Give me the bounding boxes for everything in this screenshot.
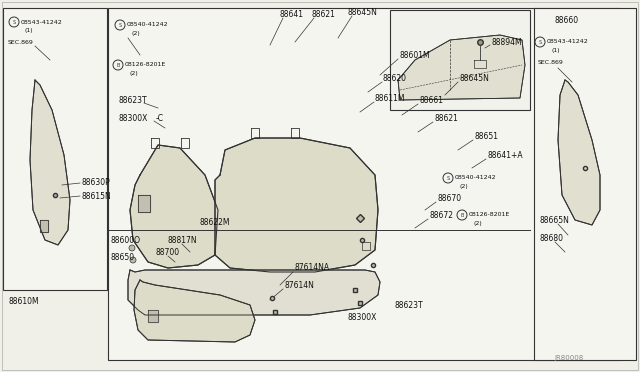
Text: 88700: 88700 bbox=[155, 247, 179, 257]
Text: B: B bbox=[460, 212, 464, 218]
Bar bbox=[390, 10, 530, 110]
Text: S: S bbox=[118, 22, 122, 28]
Text: 88623T: 88623T bbox=[118, 96, 147, 105]
Text: 88645N: 88645N bbox=[460, 74, 490, 83]
Text: 88610M: 88610M bbox=[8, 298, 38, 307]
Polygon shape bbox=[215, 138, 378, 272]
Text: 08540-41242: 08540-41242 bbox=[455, 174, 497, 180]
Text: JR80008: JR80008 bbox=[554, 355, 583, 361]
Text: (2): (2) bbox=[130, 71, 139, 76]
Bar bbox=[108, 8, 620, 360]
Text: 08543-41242: 08543-41242 bbox=[21, 19, 63, 25]
Text: 88621: 88621 bbox=[435, 113, 459, 122]
Text: 88622M: 88622M bbox=[200, 218, 230, 227]
Text: 88665N: 88665N bbox=[540, 215, 570, 224]
Polygon shape bbox=[128, 270, 380, 315]
Text: 88300X: 88300X bbox=[118, 113, 147, 122]
Text: (2): (2) bbox=[460, 183, 468, 189]
Text: 87614NA: 87614NA bbox=[295, 263, 330, 273]
Text: 88641: 88641 bbox=[280, 10, 304, 19]
Text: 08126-8201E: 08126-8201E bbox=[125, 61, 166, 67]
Text: 08540-41242: 08540-41242 bbox=[127, 22, 168, 26]
Text: 88650: 88650 bbox=[110, 253, 134, 263]
Circle shape bbox=[130, 257, 136, 263]
Text: 88620: 88620 bbox=[383, 74, 407, 83]
Text: 88661: 88661 bbox=[420, 96, 444, 105]
Polygon shape bbox=[40, 220, 48, 232]
Text: (2): (2) bbox=[474, 221, 483, 225]
Text: 88641+A: 88641+A bbox=[488, 151, 524, 160]
Text: SEC.869: SEC.869 bbox=[8, 39, 34, 45]
Text: S: S bbox=[538, 39, 541, 45]
Text: 88645N: 88645N bbox=[348, 7, 378, 16]
Polygon shape bbox=[558, 80, 600, 225]
Polygon shape bbox=[138, 195, 150, 212]
Polygon shape bbox=[398, 35, 525, 100]
Bar bbox=[3, 8, 107, 290]
Text: (2): (2) bbox=[132, 31, 141, 35]
Bar bbox=[534, 8, 636, 360]
Polygon shape bbox=[130, 145, 218, 268]
Text: (1): (1) bbox=[24, 28, 33, 32]
Polygon shape bbox=[134, 280, 255, 342]
Text: -C: -C bbox=[156, 113, 164, 122]
Text: 08543-41242: 08543-41242 bbox=[547, 38, 589, 44]
Text: S: S bbox=[12, 19, 15, 25]
Circle shape bbox=[129, 245, 135, 251]
Text: S: S bbox=[447, 176, 449, 180]
Text: 88615N: 88615N bbox=[81, 192, 111, 201]
Text: 08126-8201E: 08126-8201E bbox=[469, 212, 510, 217]
Text: 88894M: 88894M bbox=[492, 38, 523, 46]
Text: (1): (1) bbox=[552, 48, 561, 52]
Text: 88817N: 88817N bbox=[168, 235, 198, 244]
Text: 88672: 88672 bbox=[430, 211, 454, 219]
Text: 88611M: 88611M bbox=[375, 93, 406, 103]
Text: 88651: 88651 bbox=[475, 131, 499, 141]
Polygon shape bbox=[30, 80, 70, 245]
Text: 88660: 88660 bbox=[555, 16, 579, 25]
Text: 88670: 88670 bbox=[438, 193, 462, 202]
Text: B: B bbox=[116, 62, 120, 67]
Text: SEC.869: SEC.869 bbox=[538, 60, 564, 64]
Text: 88623T: 88623T bbox=[395, 301, 424, 310]
Text: 88680: 88680 bbox=[540, 234, 564, 243]
Text: 88300X: 88300X bbox=[348, 314, 378, 323]
Text: 88600O: 88600O bbox=[110, 235, 140, 244]
Text: 88601M: 88601M bbox=[400, 51, 431, 60]
Polygon shape bbox=[148, 310, 158, 322]
Text: 88630P: 88630P bbox=[81, 177, 109, 186]
Text: 88621: 88621 bbox=[312, 10, 336, 19]
Text: 87614N: 87614N bbox=[285, 280, 315, 289]
